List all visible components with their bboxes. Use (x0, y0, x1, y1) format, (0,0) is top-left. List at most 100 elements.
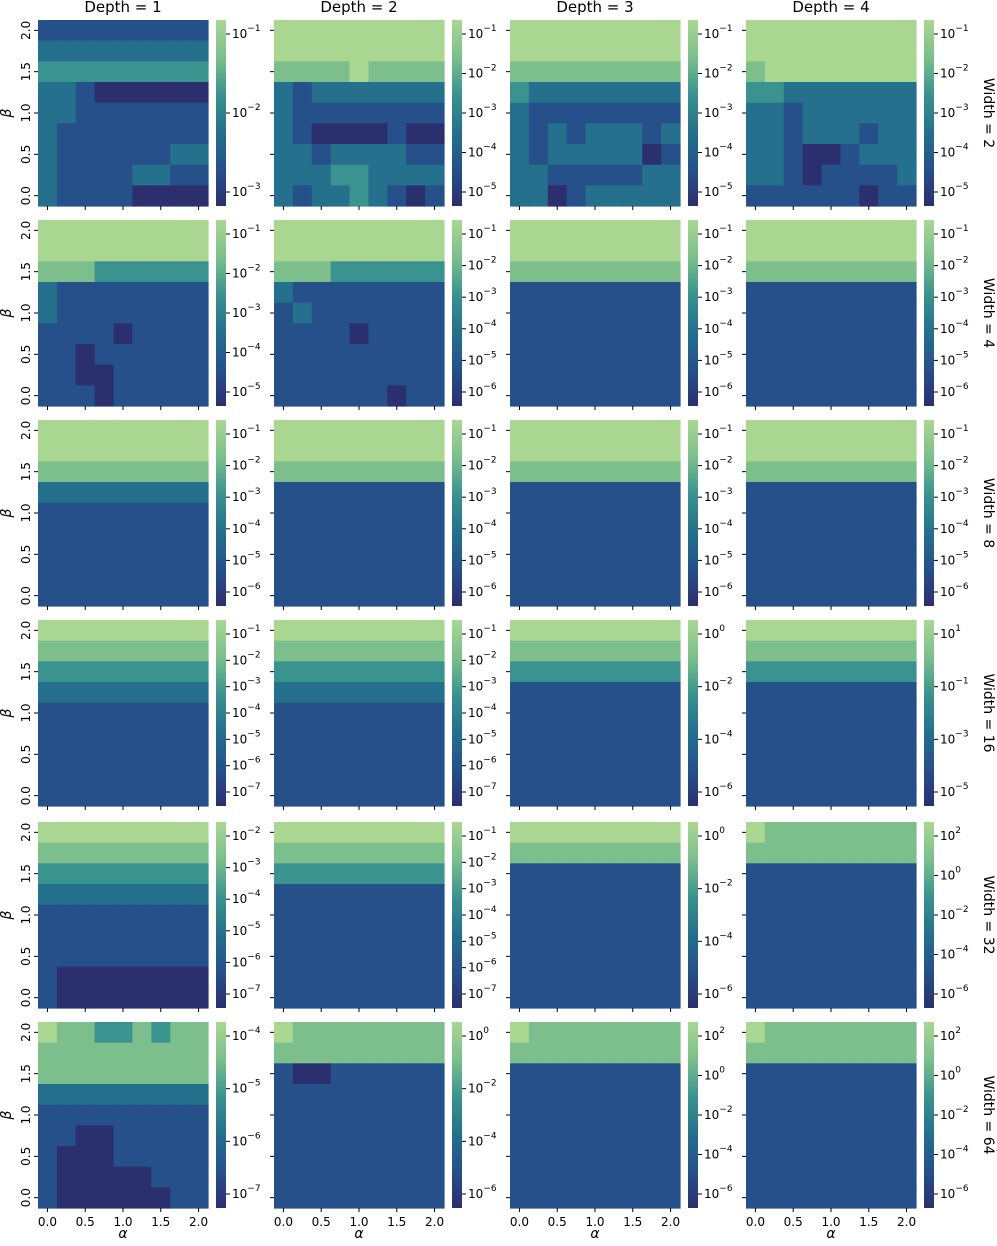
colorbar-tick-label: 10−2 (940, 63, 969, 80)
heatmap-cell (75, 164, 96, 186)
heatmap-cell (330, 744, 351, 766)
colorbar-tick-label: 10−2 (940, 1105, 969, 1122)
heatmap-cell (330, 723, 351, 745)
heatmap-cell (764, 863, 785, 885)
heatmap-cell (274, 946, 294, 968)
heatmap-cell (387, 661, 407, 683)
heatmap-cell (274, 764, 294, 786)
heatmap-cell (151, 987, 171, 1009)
heatmap-cell (292, 20, 313, 42)
colorbar-tick-label: 10−2 (232, 826, 261, 843)
heatmap-cell (368, 1042, 388, 1064)
heatmap-cell (547, 502, 568, 524)
heatmap-cell (94, 302, 115, 324)
heatmap-cell (897, 40, 917, 62)
heatmap-cell (802, 863, 823, 885)
heatmap-cell (746, 764, 766, 786)
heatmap-cell (406, 1187, 426, 1209)
heatmap-cell (746, 884, 766, 906)
heatmap-cell (859, 1084, 879, 1106)
heatmap-cell (642, 863, 662, 885)
heatmap-cell (368, 785, 388, 807)
heatmap-cell (661, 544, 681, 566)
heatmap-cell (604, 884, 624, 906)
heatmap-cell (368, 585, 388, 607)
colorbar-tick-label: 10−6 (468, 382, 497, 399)
heatmap-cell (406, 220, 426, 242)
heatmap-cell (170, 661, 190, 683)
heatmap-cell (821, 544, 842, 566)
heatmap-cell (425, 1022, 445, 1044)
heatmap-cell (585, 420, 606, 442)
heatmap-cell (802, 282, 823, 304)
heatmap-cell (764, 164, 785, 186)
colorbar-tick-label: 10−5 (468, 350, 497, 367)
heatmap-cell (642, 1125, 662, 1147)
heatmap-cell (661, 682, 681, 704)
colorbar (452, 620, 462, 806)
heatmap-cell (642, 904, 662, 926)
heatmap-cell (547, 842, 568, 864)
heatmap-cell (528, 461, 549, 483)
heatmap-cell (274, 123, 294, 145)
heatmap-cell (661, 420, 681, 442)
heatmap-cell (151, 282, 171, 304)
heatmap-cell (387, 1166, 407, 1188)
heatmap-cell (132, 822, 152, 844)
heatmap-cell (170, 164, 190, 186)
heatmap-cell (113, 1063, 134, 1085)
heatmap-cell (802, 461, 823, 483)
heatmap-cell (604, 123, 624, 145)
heatmap-cell (292, 1166, 313, 1188)
heatmap-cell (330, 702, 351, 724)
colorbar (216, 220, 226, 406)
heatmap-cell (292, 1042, 313, 1064)
heatmap-cell (746, 682, 766, 704)
heatmap-cell (425, 564, 445, 586)
heatmap-cell (189, 144, 209, 166)
heatmap-cell (746, 323, 766, 345)
y-tick-label: 2.0 (19, 21, 33, 40)
heatmap-cell (642, 220, 662, 242)
heatmap-cell (292, 185, 313, 207)
heatmap-cell (292, 723, 313, 745)
heatmap-cell (113, 261, 134, 283)
heatmap-cell (406, 884, 426, 906)
heatmap-cell (292, 502, 313, 524)
colorbar-tick-label: 10−4 (468, 1131, 497, 1148)
heatmap-cell (764, 822, 785, 844)
heatmap-cell (510, 82, 530, 104)
heatmap-cell (566, 544, 587, 566)
heatmap-cell (585, 240, 606, 262)
heatmap-cell (132, 102, 152, 124)
heatmap-cell (510, 822, 530, 844)
heatmap-cell (642, 323, 662, 345)
colorbar-tick-label: 10−2 (232, 263, 261, 280)
heatmap-cell (406, 640, 426, 662)
heatmap-cell (311, 20, 332, 42)
heatmap-cell (859, 323, 879, 345)
heatmap-cell (897, 102, 917, 124)
heatmap-cell (387, 420, 407, 442)
heatmap-cell (897, 344, 917, 366)
heatmap-cell (746, 385, 766, 407)
heatmap-cell (38, 946, 58, 968)
heatmap-cell (859, 1146, 879, 1168)
heatmap-cell (151, 1084, 171, 1106)
heatmap-cell (75, 764, 96, 786)
heatmap-cell (349, 144, 370, 166)
heatmap-cell (897, 1125, 917, 1147)
heatmap-cell (151, 904, 171, 926)
colorbar-tick-label: 10−4 (704, 518, 733, 535)
heatmap-cell (802, 925, 823, 947)
heatmap-cell (510, 123, 530, 145)
heatmap-cell (642, 987, 662, 1009)
heatmap-cell (547, 682, 568, 704)
heatmap-cell (623, 1187, 643, 1209)
heatmap-cell (94, 1146, 115, 1168)
heatmap-cell (189, 482, 209, 504)
heatmap-cell (566, 764, 587, 786)
heatmap-cell (821, 1084, 842, 1106)
heatmap-cell (38, 502, 58, 524)
heatmap-cell (330, 640, 351, 662)
